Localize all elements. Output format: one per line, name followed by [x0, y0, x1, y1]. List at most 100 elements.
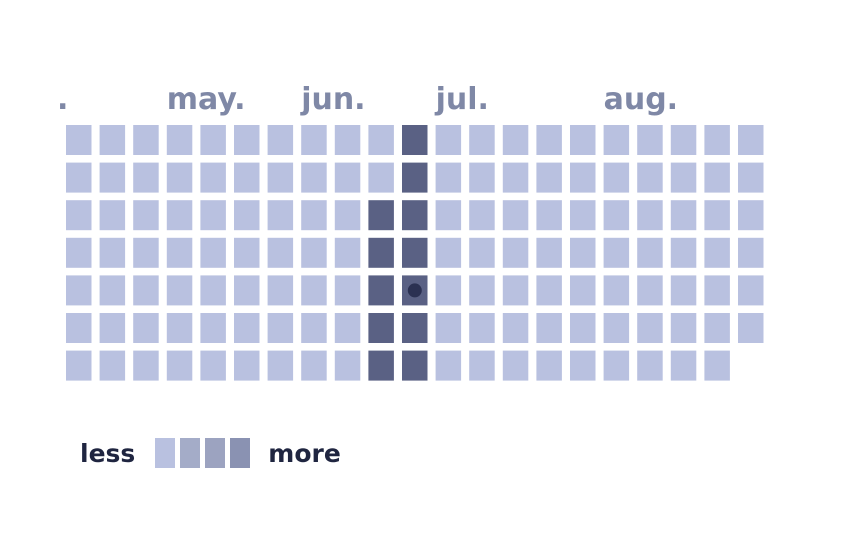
heatmap-cell: [704, 350, 730, 381]
heatmap-cell: [637, 162, 663, 193]
heatmap-cell: [99, 313, 126, 343]
legend-more-label: more: [268, 438, 341, 468]
heatmap-cell: [99, 350, 126, 381]
heatmap-cell: [469, 162, 495, 193]
heatmap-cell: [267, 162, 294, 193]
heatmap-cell: [738, 200, 764, 231]
heatmap-cell: [435, 313, 462, 343]
heatmap-cell: [603, 313, 630, 343]
heatmap-cell: [99, 200, 126, 231]
heatmap-cell: [200, 125, 226, 155]
heatmap-cell: [402, 162, 428, 193]
heatmap-cell: [603, 275, 630, 306]
heatmap-cell: [368, 162, 394, 193]
heatmap-cell: [234, 313, 260, 343]
heatmap-cell: [502, 200, 529, 231]
heatmap-cell: [570, 125, 596, 155]
heatmap-cell: [133, 313, 159, 343]
heatmap-cell: [402, 350, 428, 381]
heatmap-cell: [234, 200, 260, 231]
heatmap-cell: [334, 237, 361, 268]
heatmap-cell: [301, 350, 327, 381]
heatmap-cell: [402, 313, 428, 343]
heatmap-cell: [166, 200, 193, 231]
heatmap-cell: [502, 125, 529, 155]
heatmap-cell: [570, 200, 596, 231]
heatmap-cell: [536, 200, 562, 231]
heatmap-cell: [368, 237, 394, 268]
heatmap-cell: [570, 350, 596, 381]
heatmap-cell: [637, 200, 663, 231]
heatmap-cell: [200, 275, 226, 306]
legend-swatch: [205, 438, 226, 468]
heatmap-cell: [570, 275, 596, 306]
heatmap-cell: [334, 162, 361, 193]
heatmap-cell: [469, 275, 495, 306]
heatmap-cell: [570, 162, 596, 193]
heatmap-cell: [469, 313, 495, 343]
heatmap-cell: [166, 162, 193, 193]
month-label: jul.: [435, 82, 489, 117]
month-label: may.: [167, 82, 246, 117]
heatmap-cell: [301, 275, 327, 306]
heatmap-cell: [670, 350, 697, 381]
heatmap-cell: [66, 313, 92, 343]
heatmap-cell: [368, 313, 394, 343]
heatmap-cell: [738, 275, 764, 306]
heatmap-cell: [368, 200, 394, 231]
heatmap-cell: [435, 125, 462, 155]
heatmap-cell: [368, 350, 394, 381]
heatmap-cell: [301, 237, 327, 268]
heatmap-cell: [267, 125, 294, 155]
heatmap-cell: [166, 237, 193, 268]
heatmap-cell: [502, 162, 529, 193]
heatmap-cell: [704, 200, 730, 231]
heatmap-cell: [570, 313, 596, 343]
heatmap-cell: [66, 125, 92, 155]
legend-swatch: [230, 438, 251, 468]
legend-swatch: [180, 438, 201, 468]
heatmap-cell: [469, 200, 495, 231]
heatmap-cell: [536, 275, 562, 306]
heatmap-cell: [301, 313, 327, 343]
heatmap-cell: [301, 200, 327, 231]
heatmap-cell: [502, 350, 529, 381]
legend-less-label: less: [80, 438, 136, 468]
heatmap-cell: [603, 200, 630, 231]
heatmap-cell: [536, 350, 562, 381]
heatmap-cell: [670, 125, 697, 155]
heatmap-cell: [670, 200, 697, 231]
heatmap-cell: [166, 313, 193, 343]
legend-swatches: [155, 438, 251, 468]
heatmap-cell: [469, 350, 495, 381]
heatmap-cell: [200, 350, 226, 381]
heatmap-cell: [133, 200, 159, 231]
heatmap-cell: [402, 200, 428, 231]
heatmap-cells: [66, 125, 764, 381]
heatmap-cell: [570, 237, 596, 268]
month-labels: . may. jun. jul. aug.: [57, 82, 678, 117]
heatmap-cell: [704, 313, 730, 343]
heatmap-cell: [200, 237, 226, 268]
legend: less more: [80, 437, 341, 469]
heatmap-cell: [133, 125, 159, 155]
heatmap-cell: [670, 313, 697, 343]
heatmap-cell: [133, 237, 159, 268]
heatmap-cell: [536, 237, 562, 268]
heatmap-cell: [536, 313, 562, 343]
heatmap-cell: [166, 350, 193, 381]
heatmap-cell: [603, 237, 630, 268]
heatmap-cell: [670, 237, 697, 268]
heatmap-cell: [603, 125, 630, 155]
heatmap-cell: [200, 200, 226, 231]
heatmap-cell: [704, 237, 730, 268]
heatmap-cell: [234, 162, 260, 193]
heatmap-cell: [603, 350, 630, 381]
heatmap-cell: [334, 275, 361, 306]
heatmap-cell: [133, 350, 159, 381]
heatmap-cell: [166, 275, 193, 306]
heatmap-cell: [234, 125, 260, 155]
legend-swatch: [155, 438, 176, 468]
heatmap-cell: [670, 162, 697, 193]
heatmap-cell: [670, 275, 697, 306]
